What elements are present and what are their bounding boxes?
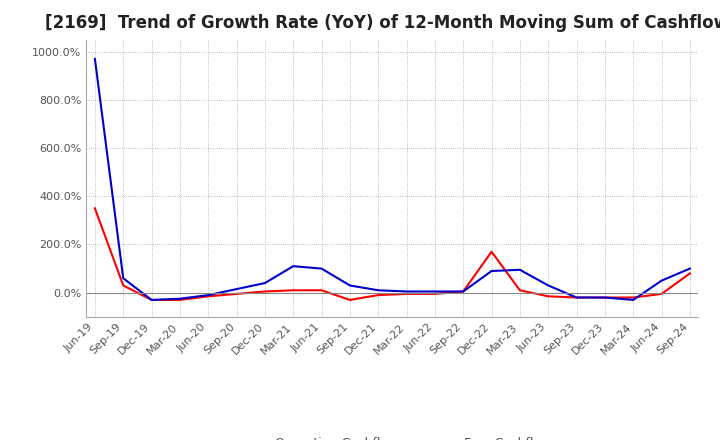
Operating Cashflow [91, 205, 99, 211]
Legend: Operating Cashflow, Free Cashflow: Operating Cashflow, Free Cashflow [228, 432, 557, 440]
Operating Cashflow [148, 297, 156, 303]
Free Cashflow [487, 268, 496, 274]
Operating Cashflow [289, 288, 297, 293]
Operating Cashflow [261, 289, 269, 294]
Operating Cashflow [544, 293, 552, 299]
Operating Cashflow [685, 271, 694, 276]
Free Cashflow [148, 297, 156, 303]
Operating Cashflow [572, 295, 581, 300]
Operating Cashflow [346, 297, 354, 303]
Operating Cashflow [629, 295, 637, 300]
Line: Operating Cashflow: Operating Cashflow [95, 208, 690, 300]
Free Cashflow [233, 286, 241, 292]
Free Cashflow [119, 275, 127, 281]
Free Cashflow [544, 283, 552, 288]
Operating Cashflow [119, 283, 127, 288]
Operating Cashflow [431, 291, 439, 297]
Operating Cashflow [657, 291, 666, 297]
Operating Cashflow [487, 249, 496, 254]
Free Cashflow [374, 288, 382, 293]
Operating Cashflow [600, 295, 609, 300]
Operating Cashflow [374, 293, 382, 298]
Free Cashflow [629, 297, 637, 303]
Operating Cashflow [516, 288, 524, 293]
Operating Cashflow [176, 297, 184, 303]
Operating Cashflow [318, 288, 326, 293]
Title: [2169]  Trend of Growth Rate (YoY) of 12-Month Moving Sum of Cashflows: [2169] Trend of Growth Rate (YoY) of 12-… [45, 15, 720, 33]
Operating Cashflow [204, 293, 212, 299]
Free Cashflow [289, 264, 297, 269]
Operating Cashflow [233, 291, 241, 297]
Free Cashflow [204, 293, 212, 298]
Free Cashflow [685, 266, 694, 271]
Free Cashflow [657, 278, 666, 283]
Free Cashflow [346, 283, 354, 288]
Free Cashflow [459, 289, 467, 294]
Operating Cashflow [459, 289, 467, 294]
Free Cashflow [516, 267, 524, 272]
Line: Free Cashflow: Free Cashflow [95, 59, 690, 300]
Free Cashflow [261, 280, 269, 286]
Free Cashflow [402, 289, 411, 294]
Free Cashflow [572, 295, 581, 300]
Free Cashflow [431, 289, 439, 294]
Free Cashflow [91, 56, 99, 62]
Free Cashflow [176, 296, 184, 301]
Free Cashflow [318, 266, 326, 271]
Operating Cashflow [402, 291, 411, 297]
Free Cashflow [600, 295, 609, 300]
